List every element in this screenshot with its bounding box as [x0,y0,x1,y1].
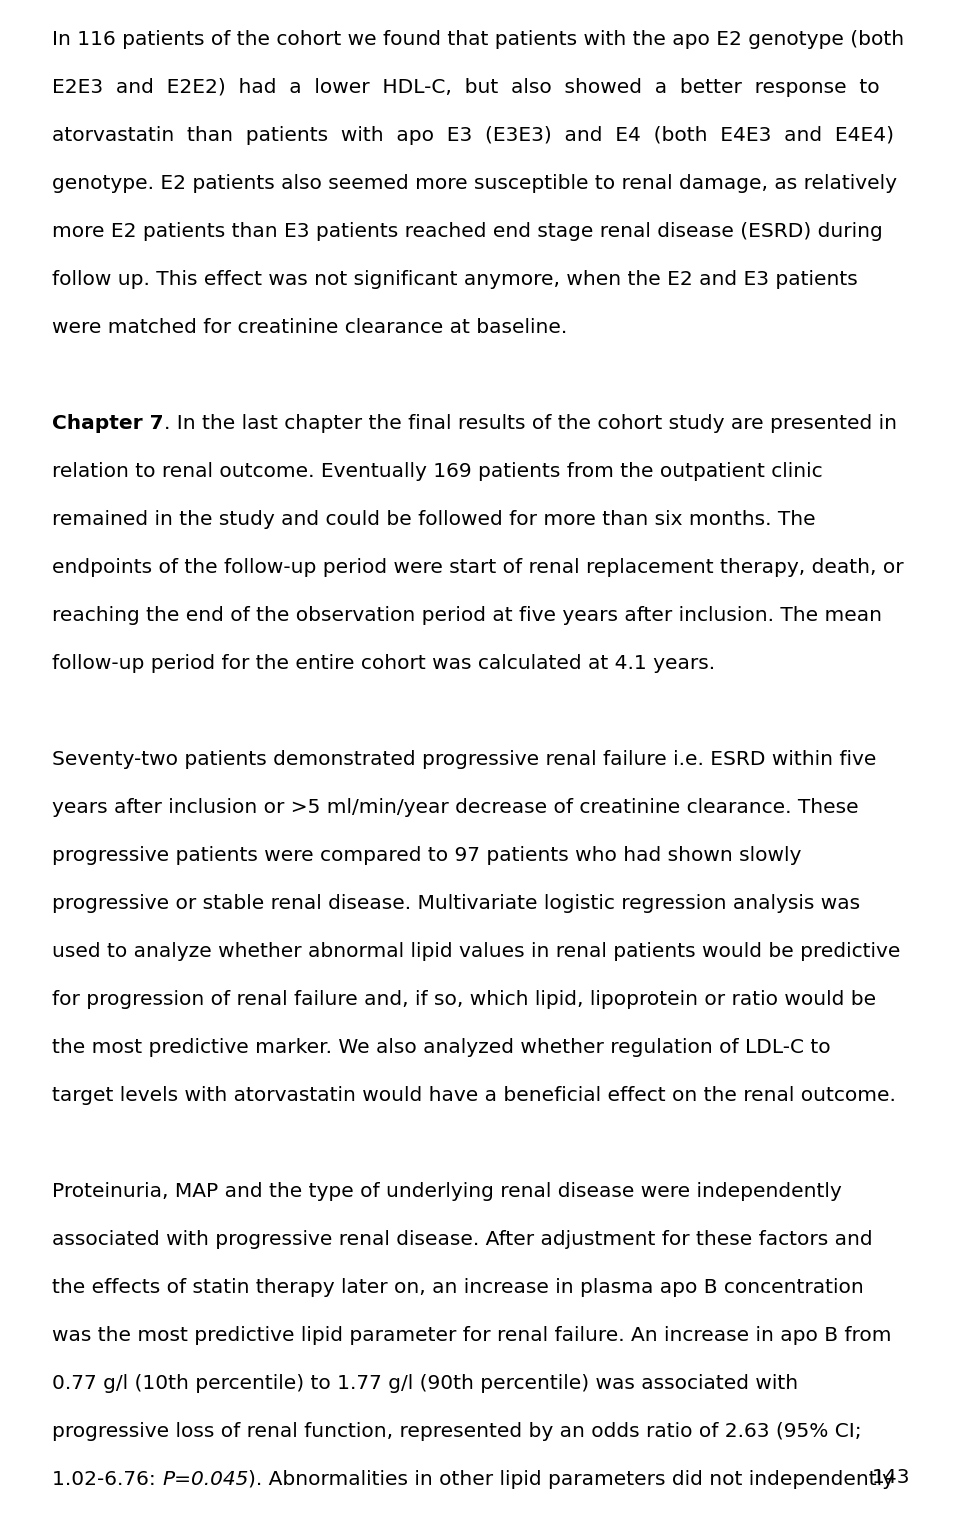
Text: the most predictive marker. We also analyzed whether regulation of LDL-C to: the most predictive marker. We also anal… [52,1038,830,1057]
Text: for progression of renal failure and, if so, which lipid, lipoprotein or ratio w: for progression of renal failure and, if… [52,991,876,1009]
Text: . In the last chapter the final results of the cohort study are presented in: . In the last chapter the final results … [163,414,897,432]
Text: target levels with atorvastatin would have a beneficial effect on the renal outc: target levels with atorvastatin would ha… [52,1086,896,1104]
Text: years after inclusion or >5 ml/min/year decrease of creatinine clearance. These: years after inclusion or >5 ml/min/year … [52,798,858,818]
Text: Proteinuria, MAP and the type of underlying renal disease were independently: Proteinuria, MAP and the type of underly… [52,1182,842,1201]
Text: was the most predictive lipid parameter for renal failure. An increase in apo B : was the most predictive lipid parameter … [52,1326,892,1346]
Text: 143: 143 [872,1468,910,1487]
Text: relation to renal outcome. Eventually 169 patients from the outpatient clinic: relation to renal outcome. Eventually 16… [52,463,823,481]
Text: Chapter 7: Chapter 7 [52,414,163,432]
Text: P=0.045: P=0.045 [162,1470,249,1490]
Text: In 116 patients of the cohort we found that patients with the apo E2 genotype (b: In 116 patients of the cohort we found t… [52,30,904,49]
Text: progressive loss of renal function, represented by an odds ratio of 2.63 (95% CI: progressive loss of renal function, repr… [52,1421,862,1441]
Text: genotype. E2 patients also seemed more susceptible to renal damage, as relativel: genotype. E2 patients also seemed more s… [52,174,897,193]
Text: progressive patients were compared to 97 patients who had shown slowly: progressive patients were compared to 97… [52,846,802,865]
Text: were matched for creatinine clearance at baseline.: were matched for creatinine clearance at… [52,319,567,337]
Text: more E2 patients than E3 patients reached end stage renal disease (ESRD) during: more E2 patients than E3 patients reache… [52,221,883,241]
Text: used to analyze whether abnormal lipid values in renal patients would be predict: used to analyze whether abnormal lipid v… [52,942,900,960]
Text: the effects of statin therapy later on, an increase in plasma apo B concentratio: the effects of statin therapy later on, … [52,1277,864,1297]
Text: 0.77 g/l (10th percentile) to 1.77 g/l (90th percentile) was associated with: 0.77 g/l (10th percentile) to 1.77 g/l (… [52,1374,798,1393]
Text: progressive or stable renal disease. Multivariate logistic regression analysis w: progressive or stable renal disease. Mul… [52,894,860,913]
Text: reaching the end of the observation period at five years after inclusion. The me: reaching the end of the observation peri… [52,605,882,625]
Text: E2E3  and  E2E2)  had  a  lower  HDL-C,  but  also  showed  a  better  response : E2E3 and E2E2) had a lower HDL-C, but al… [52,77,879,97]
Text: follow-up period for the entire cohort was calculated at 4.1 years.: follow-up period for the entire cohort w… [52,654,715,674]
Text: Seventy-two patients demonstrated progressive renal failure i.e. ESRD within fiv: Seventy-two patients demonstrated progre… [52,749,876,769]
Text: 1.02-6.76:: 1.02-6.76: [52,1470,162,1490]
Text: follow up. This effect was not significant anymore, when the E2 and E3 patients: follow up. This effect was not significa… [52,270,857,290]
Text: remained in the study and could be followed for more than six months. The: remained in the study and could be follo… [52,510,816,529]
Text: ). Abnormalities in other lipid parameters did not independently: ). Abnormalities in other lipid paramete… [249,1470,895,1490]
Text: endpoints of the follow-up period were start of renal replacement therapy, death: endpoints of the follow-up period were s… [52,558,903,576]
Text: associated with progressive renal disease. After adjustment for these factors an: associated with progressive renal diseas… [52,1230,873,1248]
Text: atorvastatin  than  patients  with  apo  E3  (E3E3)  and  E4  (both  E4E3  and  : atorvastatin than patients with apo E3 (… [52,126,894,146]
